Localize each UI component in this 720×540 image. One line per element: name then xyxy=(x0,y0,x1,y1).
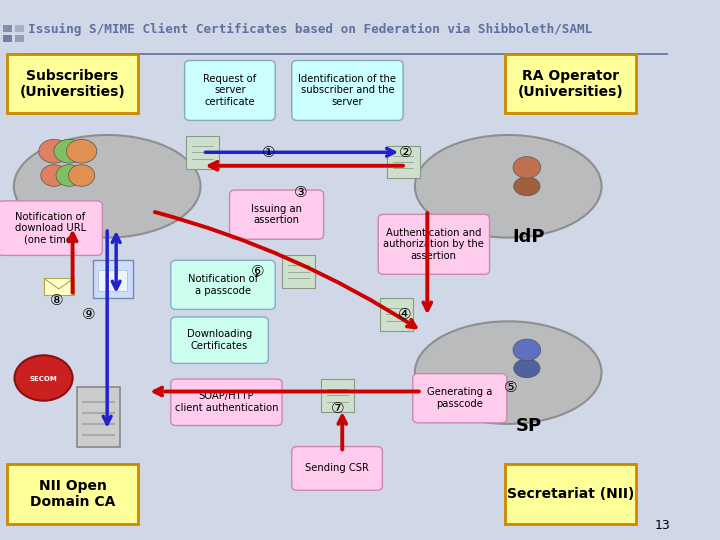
Circle shape xyxy=(39,139,69,163)
FancyArrowPatch shape xyxy=(112,235,120,289)
FancyBboxPatch shape xyxy=(171,260,275,309)
FancyBboxPatch shape xyxy=(387,146,420,178)
Text: Identification of the
subscriber and the
server: Identification of the subscriber and the… xyxy=(299,74,397,107)
FancyBboxPatch shape xyxy=(98,271,127,291)
FancyArrowPatch shape xyxy=(154,388,419,395)
FancyBboxPatch shape xyxy=(413,374,507,423)
Ellipse shape xyxy=(41,165,67,186)
FancyBboxPatch shape xyxy=(505,54,636,113)
Text: 13: 13 xyxy=(655,519,671,532)
FancyBboxPatch shape xyxy=(184,60,275,120)
Text: Notification of
download URL
(one time): Notification of download URL (one time) xyxy=(14,212,86,245)
Text: Downloading
Certificates: Downloading Certificates xyxy=(187,329,252,351)
Text: IdP: IdP xyxy=(513,228,545,246)
Ellipse shape xyxy=(415,135,601,238)
Ellipse shape xyxy=(68,165,95,186)
FancyBboxPatch shape xyxy=(505,464,636,524)
FancyBboxPatch shape xyxy=(15,35,24,42)
FancyBboxPatch shape xyxy=(379,298,413,330)
Text: Notification of
a passcode: Notification of a passcode xyxy=(188,274,258,296)
Text: Authentication and
authorization by the
assertion: Authentication and authorization by the … xyxy=(384,228,485,261)
FancyBboxPatch shape xyxy=(230,190,323,239)
Text: Issuing S/MIME Client Certificates based on Federation via Shibboleth/SAML: Issuing S/MIME Client Certificates based… xyxy=(27,23,592,36)
Text: SECOM: SECOM xyxy=(30,376,58,382)
FancyBboxPatch shape xyxy=(171,379,282,426)
FancyArrowPatch shape xyxy=(338,416,346,449)
Text: ⑥: ⑥ xyxy=(251,264,264,279)
Text: ⑨: ⑨ xyxy=(81,307,95,322)
Text: NII Open
Domain CA: NII Open Domain CA xyxy=(30,479,115,509)
FancyBboxPatch shape xyxy=(78,387,120,447)
FancyArrowPatch shape xyxy=(205,148,395,156)
FancyBboxPatch shape xyxy=(7,54,138,113)
Text: ⑦: ⑦ xyxy=(330,401,344,416)
FancyBboxPatch shape xyxy=(282,255,315,288)
Ellipse shape xyxy=(56,165,82,186)
Text: ⑤: ⑤ xyxy=(503,380,517,395)
Text: ①: ① xyxy=(261,145,275,160)
Text: Subscribers
(Universities): Subscribers (Universities) xyxy=(19,69,125,99)
Circle shape xyxy=(54,139,84,163)
FancyBboxPatch shape xyxy=(171,317,269,363)
Text: RA Operator
(Universities): RA Operator (Universities) xyxy=(518,69,624,99)
FancyArrowPatch shape xyxy=(155,212,415,327)
FancyBboxPatch shape xyxy=(93,260,132,298)
Ellipse shape xyxy=(14,135,200,238)
Text: SP: SP xyxy=(516,417,542,435)
Text: Request of
server
certificate: Request of server certificate xyxy=(203,74,256,107)
FancyArrowPatch shape xyxy=(423,213,431,310)
Circle shape xyxy=(513,339,541,361)
Text: SOAP/HTTP
client authentication: SOAP/HTTP client authentication xyxy=(175,392,278,413)
FancyBboxPatch shape xyxy=(4,35,12,42)
FancyArrowPatch shape xyxy=(210,162,403,170)
Ellipse shape xyxy=(514,177,540,195)
FancyBboxPatch shape xyxy=(44,278,74,295)
FancyBboxPatch shape xyxy=(186,136,219,168)
Text: Issuing an
assertion: Issuing an assertion xyxy=(251,204,302,226)
Circle shape xyxy=(66,139,96,163)
FancyBboxPatch shape xyxy=(4,25,12,32)
FancyBboxPatch shape xyxy=(321,379,354,411)
Circle shape xyxy=(14,355,73,401)
Text: ⑧: ⑧ xyxy=(50,293,63,308)
Text: Generating a
passcode: Generating a passcode xyxy=(427,388,492,409)
FancyBboxPatch shape xyxy=(378,214,490,274)
Text: (plan): (plan) xyxy=(27,55,73,68)
FancyBboxPatch shape xyxy=(15,25,24,32)
FancyBboxPatch shape xyxy=(0,201,102,255)
FancyBboxPatch shape xyxy=(7,464,138,524)
Circle shape xyxy=(513,157,541,178)
Text: ②: ② xyxy=(399,145,413,160)
Text: Secretariat (NII): Secretariat (NII) xyxy=(507,487,634,501)
Ellipse shape xyxy=(415,321,601,424)
FancyArrowPatch shape xyxy=(103,231,111,424)
FancyBboxPatch shape xyxy=(292,60,403,120)
Text: ④: ④ xyxy=(397,307,411,322)
Ellipse shape xyxy=(514,359,540,378)
Text: ③: ③ xyxy=(294,185,307,200)
Text: Sending CSR: Sending CSR xyxy=(305,463,369,474)
FancyArrowPatch shape xyxy=(68,234,76,293)
FancyBboxPatch shape xyxy=(292,447,382,490)
